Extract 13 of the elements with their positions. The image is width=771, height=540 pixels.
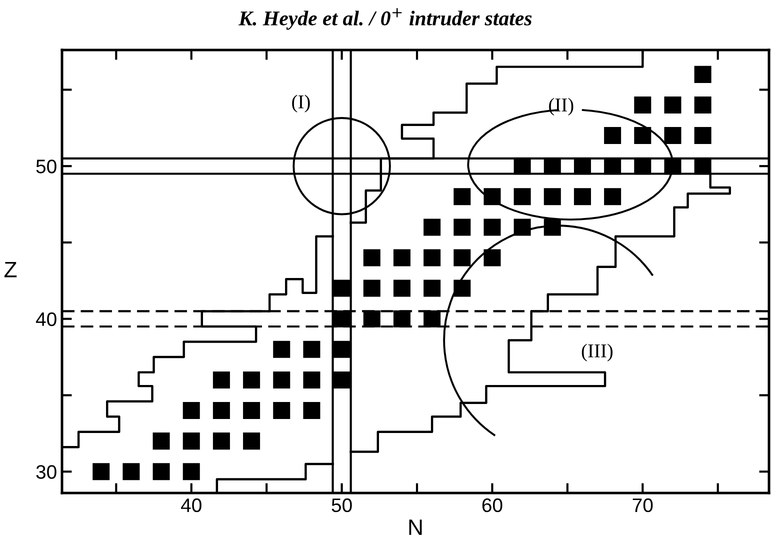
x-tick-label: 40 bbox=[181, 498, 202, 512]
y-axis-title: Z bbox=[4, 262, 17, 278]
annotation: (III) bbox=[582, 344, 613, 362]
y-tick-label: 40 bbox=[36, 312, 56, 326]
x-tick-label: 50 bbox=[332, 498, 352, 512]
chart-title: K. Heyde et al. / 0$^{+}$ intruder states bbox=[238, 8, 532, 30]
y-tick-label: 50 bbox=[36, 160, 56, 174]
x-tick-label: 60 bbox=[482, 498, 502, 512]
annotation: (II) bbox=[549, 98, 574, 116]
y-tick-label: 30 bbox=[36, 465, 56, 479]
x-tick-label: 70 bbox=[632, 498, 653, 512]
annotation: (I) bbox=[292, 94, 310, 112]
x-axis-title: N bbox=[409, 520, 422, 535]
